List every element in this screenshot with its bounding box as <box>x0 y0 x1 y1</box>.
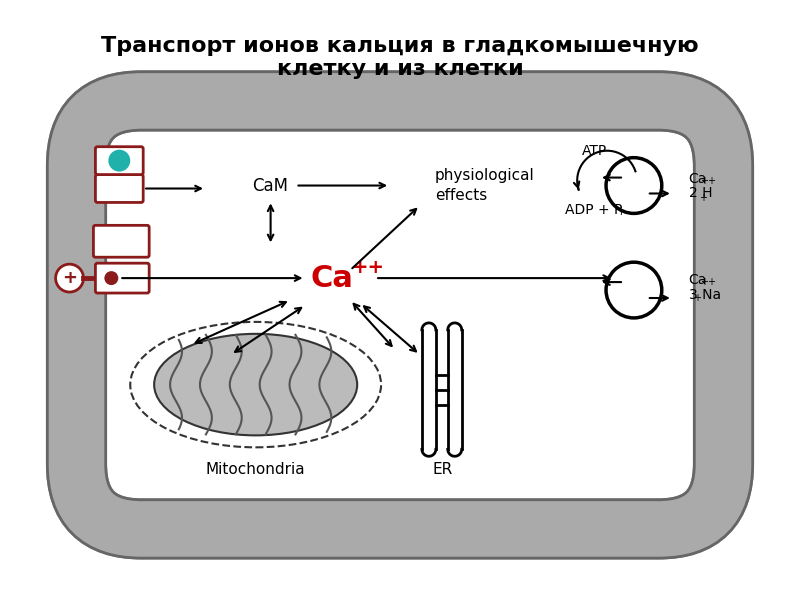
FancyBboxPatch shape <box>94 226 149 257</box>
Text: Ca: Ca <box>689 172 707 185</box>
Text: +: + <box>62 269 77 287</box>
Text: Ca: Ca <box>310 263 354 293</box>
FancyBboxPatch shape <box>95 175 143 202</box>
FancyBboxPatch shape <box>95 147 143 175</box>
Circle shape <box>56 264 83 292</box>
Text: Транспорт ионов кальция в гладкомышечную
клетку и из клетки: Транспорт ионов кальция в гладкомышечную… <box>101 36 699 79</box>
Text: +: + <box>693 293 701 303</box>
Ellipse shape <box>154 334 357 436</box>
Circle shape <box>104 271 118 285</box>
Circle shape <box>606 262 662 318</box>
Text: +: + <box>698 193 706 203</box>
Text: Mitochondria: Mitochondria <box>206 462 306 477</box>
Text: ++: ++ <box>700 277 716 287</box>
Circle shape <box>108 149 130 172</box>
Text: 2 H: 2 H <box>689 185 712 199</box>
Text: 3 Na: 3 Na <box>689 288 721 302</box>
Text: Ca: Ca <box>689 273 707 287</box>
Circle shape <box>606 158 662 214</box>
FancyBboxPatch shape <box>95 263 149 293</box>
Text: ++: ++ <box>700 176 716 185</box>
Text: ER: ER <box>433 462 453 477</box>
Text: ATP: ATP <box>582 143 606 158</box>
Text: ++: ++ <box>352 257 386 277</box>
FancyBboxPatch shape <box>77 101 723 529</box>
Text: ADP + P: ADP + P <box>566 203 622 217</box>
Text: physiological
effects: physiological effects <box>435 168 534 203</box>
Text: i: i <box>619 208 622 217</box>
Text: CaM: CaM <box>253 176 289 194</box>
